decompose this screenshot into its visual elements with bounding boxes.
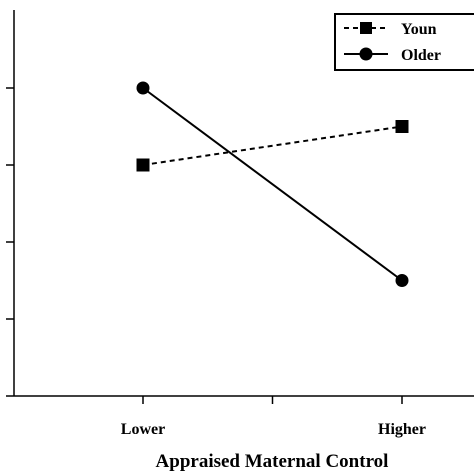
legend: Youn Older xyxy=(334,13,474,71)
series-line-2 xyxy=(142,87,403,282)
series-line-1 xyxy=(142,125,403,166)
series-2-point-2 xyxy=(395,274,409,287)
series-2-point-1 xyxy=(136,81,150,95)
legend-marker-series-2 xyxy=(359,47,373,61)
series-layer xyxy=(136,81,409,287)
y-axis-ticks xyxy=(6,87,14,397)
legend-box xyxy=(334,13,474,71)
x-tick-label-higher: Higher xyxy=(378,421,426,438)
legend-marker-series-1 xyxy=(360,22,372,34)
x-axis-tick-labels: Lower Higher xyxy=(121,421,426,438)
x-axis-title: Appraised Maternal Control xyxy=(156,451,389,472)
x-tick-label-lower: Lower xyxy=(121,421,165,438)
legend-label-series-1: Youn xyxy=(401,21,437,38)
x-axis-ticks xyxy=(142,396,403,404)
series-1-point-1 xyxy=(136,158,150,172)
legend-label-series-2: Older xyxy=(401,47,441,64)
series-1-point-2 xyxy=(395,120,409,133)
